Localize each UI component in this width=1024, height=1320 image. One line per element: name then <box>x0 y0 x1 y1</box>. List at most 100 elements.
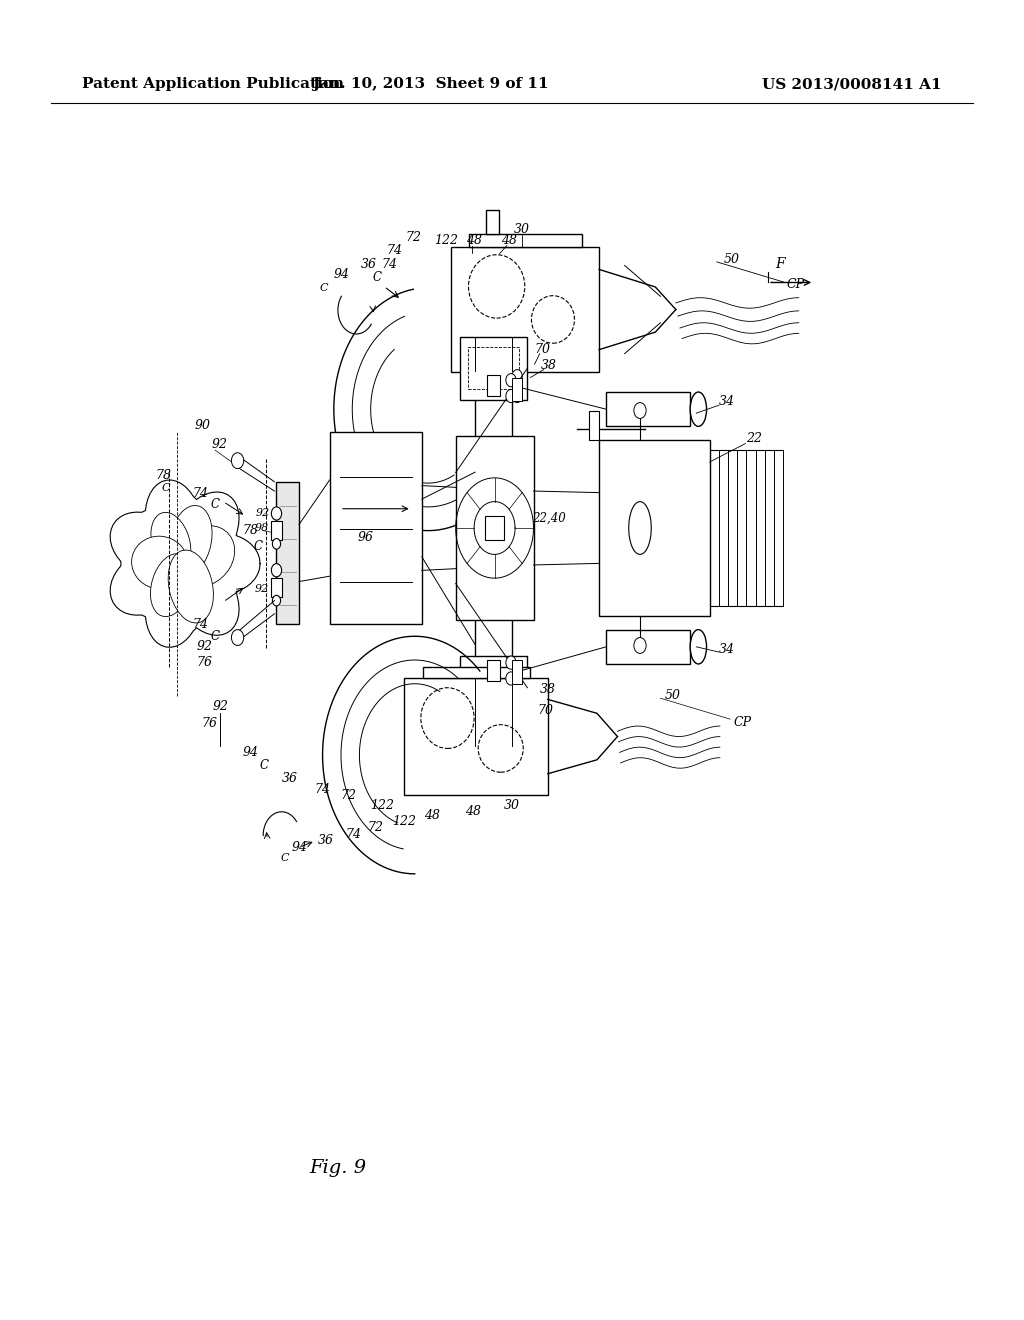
Text: 92: 92 <box>212 700 228 713</box>
Text: 30: 30 <box>504 799 520 812</box>
Bar <box>451 247 599 372</box>
Text: 78: 78 <box>156 469 172 482</box>
Text: C: C <box>319 282 328 293</box>
Circle shape <box>506 656 516 669</box>
Circle shape <box>512 389 522 403</box>
Ellipse shape <box>151 512 190 573</box>
Bar <box>606 392 690 426</box>
Bar <box>589 411 599 440</box>
Ellipse shape <box>629 502 651 554</box>
Circle shape <box>272 539 281 549</box>
Text: 36: 36 <box>360 257 377 271</box>
Ellipse shape <box>478 725 523 772</box>
Bar <box>460 337 527 400</box>
Text: 92: 92 <box>211 438 227 451</box>
Text: 72: 72 <box>406 231 422 244</box>
Text: 34: 34 <box>719 643 735 656</box>
Text: C: C <box>211 630 219 643</box>
Text: 74: 74 <box>345 828 361 841</box>
Text: 72: 72 <box>368 821 384 834</box>
Text: 74: 74 <box>381 257 397 271</box>
Ellipse shape <box>173 525 234 587</box>
Ellipse shape <box>421 688 474 748</box>
Text: 36: 36 <box>317 834 334 847</box>
Text: 92: 92 <box>256 508 270 519</box>
Text: C: C <box>373 271 381 284</box>
Bar <box>485 516 504 540</box>
Text: 98: 98 <box>255 523 269 533</box>
Bar <box>469 234 582 247</box>
Circle shape <box>634 403 646 418</box>
Text: C: C <box>162 483 170 494</box>
Bar <box>475 371 512 746</box>
Circle shape <box>512 667 522 680</box>
Text: 38: 38 <box>540 682 556 696</box>
Ellipse shape <box>151 553 191 616</box>
Ellipse shape <box>169 506 212 576</box>
Bar <box>487 375 500 396</box>
Ellipse shape <box>690 392 707 426</box>
Bar <box>271 578 282 597</box>
Circle shape <box>506 374 516 387</box>
Text: 122: 122 <box>434 234 459 247</box>
Text: 36: 36 <box>282 772 298 785</box>
Text: 94: 94 <box>334 268 350 281</box>
Text: 34: 34 <box>719 395 735 408</box>
Circle shape <box>271 564 282 577</box>
Text: 74: 74 <box>193 618 209 631</box>
Circle shape <box>271 507 282 520</box>
Text: CP: CP <box>786 279 805 290</box>
Text: C: C <box>211 498 219 511</box>
Text: 92: 92 <box>197 640 213 653</box>
Circle shape <box>506 389 516 403</box>
Text: 48: 48 <box>465 805 481 818</box>
Text: 74: 74 <box>314 783 331 796</box>
Text: US 2013/0008141 A1: US 2013/0008141 A1 <box>763 78 942 91</box>
Circle shape <box>512 370 522 383</box>
Ellipse shape <box>168 550 213 623</box>
Text: 50: 50 <box>724 253 740 265</box>
Bar <box>404 678 548 795</box>
Text: 38: 38 <box>541 359 557 372</box>
Bar <box>330 432 422 624</box>
Bar <box>486 210 499 234</box>
Text: C: C <box>260 759 268 772</box>
Text: 48: 48 <box>424 809 440 822</box>
Text: F: F <box>775 257 785 271</box>
Bar <box>276 482 299 624</box>
Text: CP: CP <box>733 717 752 729</box>
Text: C: C <box>254 540 262 553</box>
Text: 122: 122 <box>392 814 417 828</box>
Circle shape <box>231 630 244 645</box>
Circle shape <box>506 672 516 685</box>
Text: 92: 92 <box>255 583 269 594</box>
Text: 78: 78 <box>243 524 259 537</box>
Ellipse shape <box>468 255 524 318</box>
Bar <box>423 667 530 678</box>
Text: 30: 30 <box>514 223 530 236</box>
Bar <box>487 660 500 681</box>
Bar <box>512 378 522 401</box>
Text: Jan. 10, 2013  Sheet 9 of 11: Jan. 10, 2013 Sheet 9 of 11 <box>311 78 549 91</box>
Text: 96: 96 <box>357 531 374 544</box>
Ellipse shape <box>690 630 707 664</box>
Text: 122: 122 <box>370 799 394 812</box>
Text: 70: 70 <box>538 704 554 717</box>
Text: 90: 90 <box>195 418 211 432</box>
Text: 94: 94 <box>243 746 259 759</box>
Ellipse shape <box>132 536 188 589</box>
Circle shape <box>634 638 646 653</box>
Bar <box>460 656 527 719</box>
Text: 74: 74 <box>386 244 402 257</box>
Text: 74: 74 <box>193 487 209 500</box>
Ellipse shape <box>531 296 574 343</box>
Text: Patent Application Publication: Patent Application Publication <box>82 78 344 91</box>
Text: 22: 22 <box>745 432 762 445</box>
Text: C: C <box>281 853 289 863</box>
Text: 76: 76 <box>197 656 213 669</box>
Text: 48: 48 <box>501 234 517 247</box>
Circle shape <box>512 686 522 700</box>
Bar <box>468 667 519 709</box>
Circle shape <box>272 595 281 606</box>
Text: 94: 94 <box>292 841 308 854</box>
